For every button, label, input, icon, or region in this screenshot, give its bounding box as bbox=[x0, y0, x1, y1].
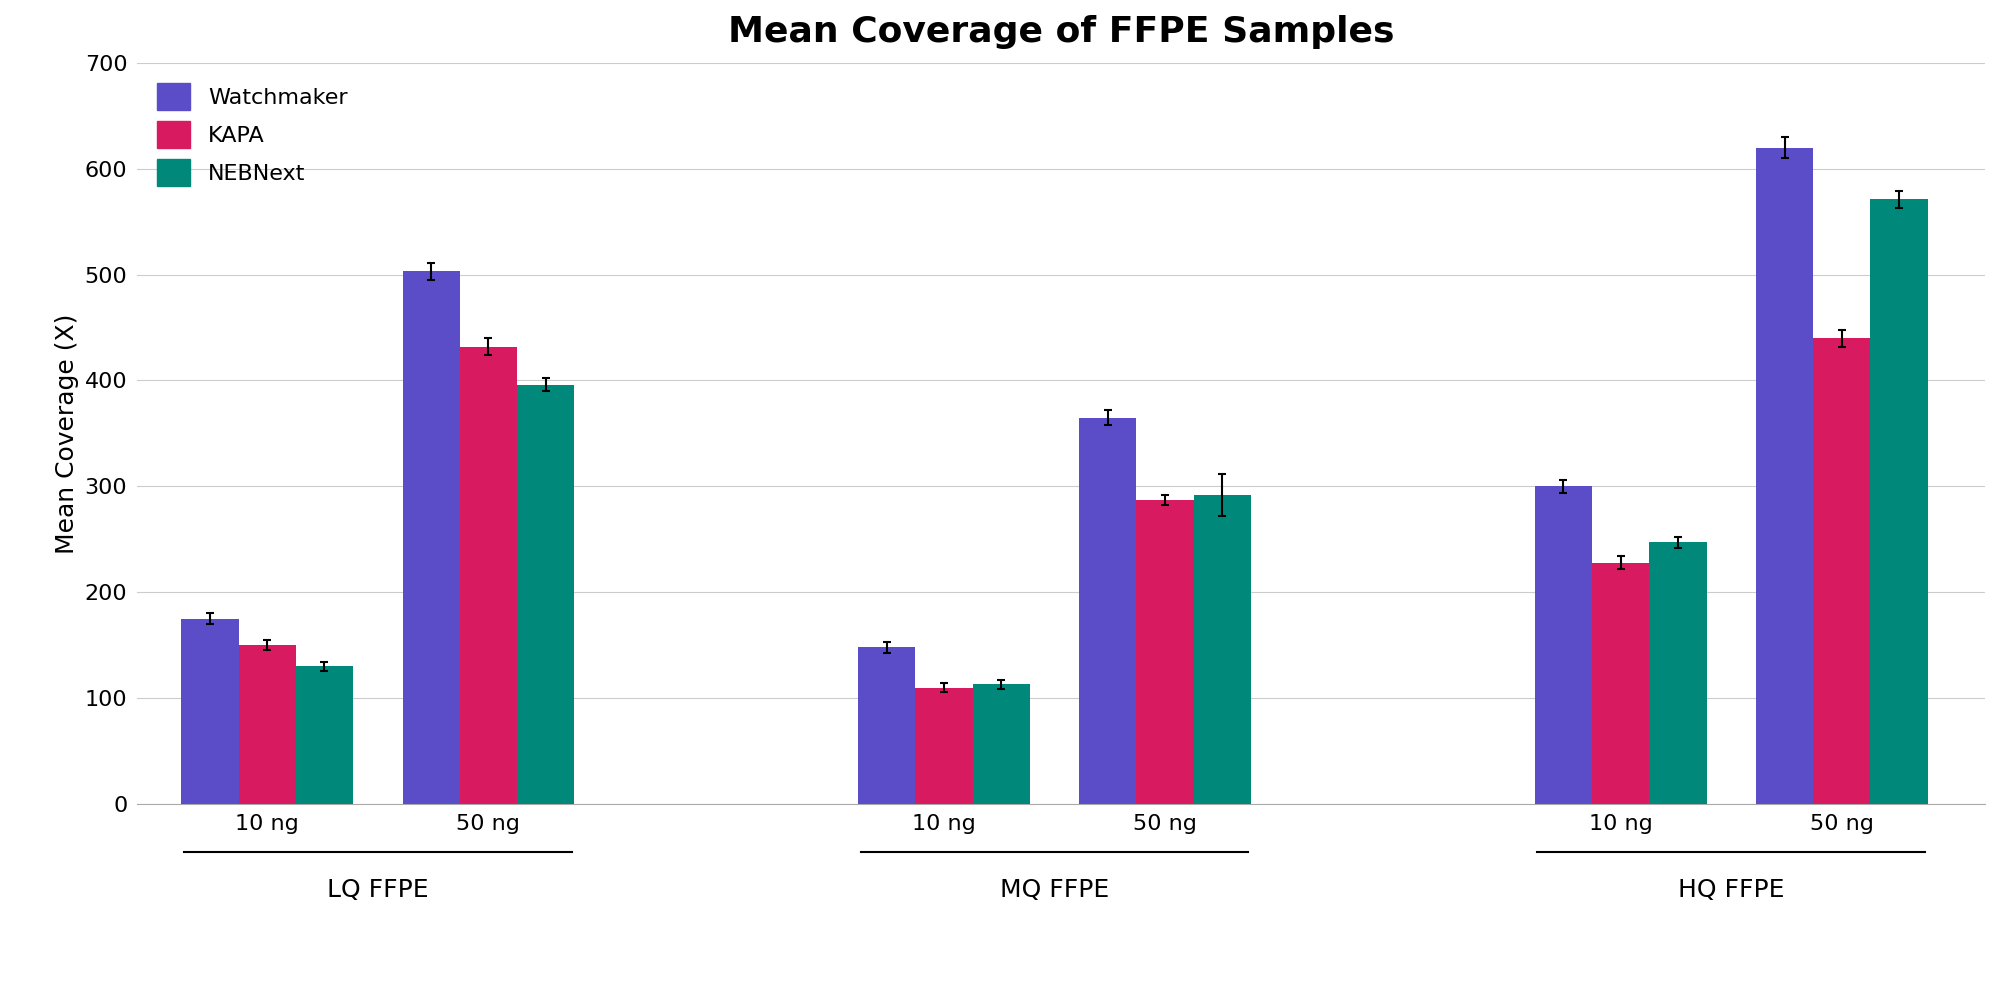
Text: MQ FFPE: MQ FFPE bbox=[1000, 878, 1110, 902]
Bar bbox=[1080, 418, 1136, 804]
Legend: Watchmaker, KAPA, NEBNext: Watchmaker, KAPA, NEBNext bbox=[148, 74, 356, 195]
Bar bbox=[916, 688, 972, 804]
Text: LQ FFPE: LQ FFPE bbox=[326, 878, 428, 902]
Bar bbox=[858, 647, 916, 804]
Title: Mean Coverage of FFPE Samples: Mean Coverage of FFPE Samples bbox=[728, 15, 1394, 49]
Bar bbox=[1194, 495, 1252, 804]
Bar bbox=[1650, 542, 1706, 804]
Y-axis label: Mean Coverage (X): Mean Coverage (X) bbox=[54, 313, 78, 554]
Bar bbox=[1136, 500, 1194, 804]
Bar bbox=[972, 684, 1030, 804]
Bar bbox=[182, 619, 238, 804]
Bar bbox=[518, 385, 574, 804]
Bar bbox=[1756, 148, 1814, 804]
Bar bbox=[402, 271, 460, 804]
Text: HQ FFPE: HQ FFPE bbox=[1678, 878, 1784, 902]
Bar bbox=[238, 645, 296, 804]
Bar bbox=[460, 347, 518, 804]
Bar bbox=[296, 666, 354, 804]
Bar bbox=[1814, 338, 1870, 804]
Bar bbox=[1534, 486, 1592, 804]
Bar bbox=[1592, 563, 1650, 804]
Bar bbox=[1870, 199, 1928, 804]
